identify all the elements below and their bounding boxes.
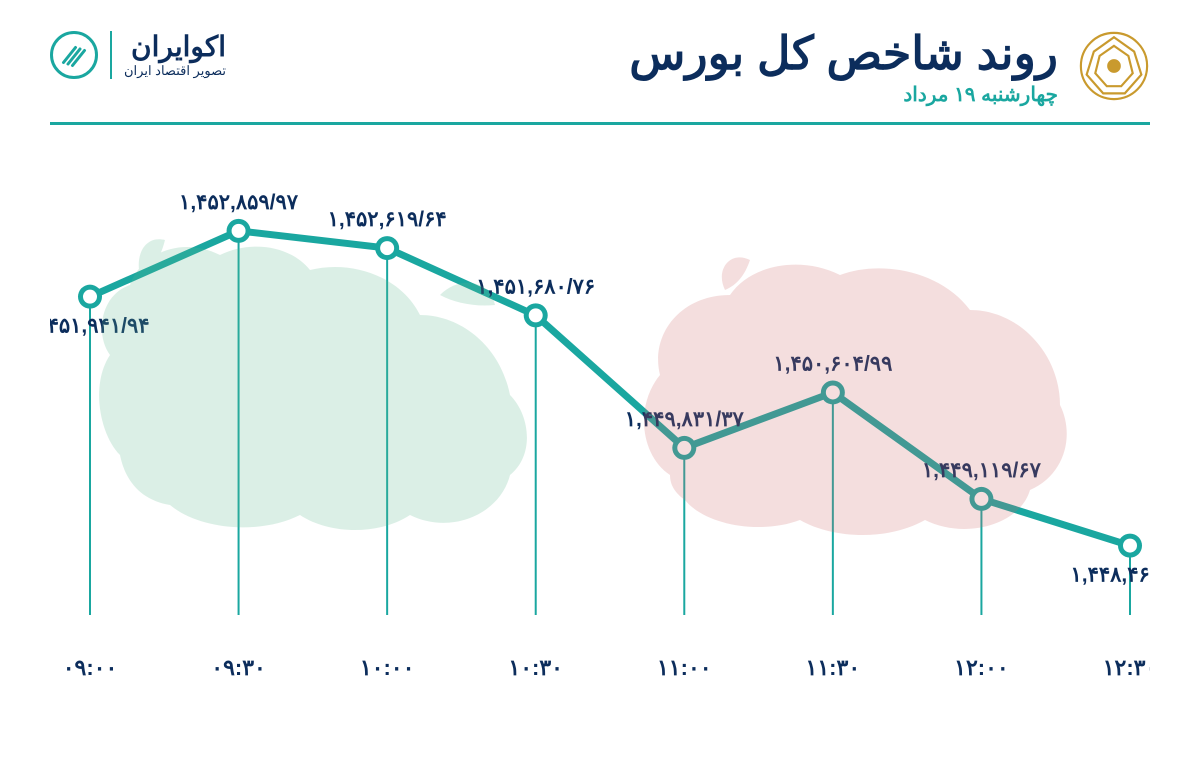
data-marker-inner bbox=[974, 492, 988, 506]
title-block: روند شاخص کل بورس چهارشنبه ۱۹ مرداد bbox=[629, 30, 1150, 107]
page-title: روند شاخص کل بورس bbox=[629, 30, 1058, 76]
x-axis-label: ۱۱:۰۰ bbox=[657, 655, 712, 680]
data-marker-inner bbox=[380, 241, 394, 255]
x-axis-label: ۱۰:۳۰ bbox=[508, 655, 563, 680]
chart-area: ۱,۴۵۱,۹۴۱/۹۴ ۰۹:۰۰ ۱,۴۵۲,۸۵۹/۹۷ ۰۹:۳۰ ۱,۴۵۲,… bbox=[50, 145, 1150, 705]
data-marker-inner bbox=[232, 224, 246, 238]
title-text: روند شاخص کل بورس چهارشنبه ۱۹ مرداد bbox=[629, 30, 1058, 107]
brand-divider bbox=[110, 31, 112, 79]
brand-mark-icon bbox=[50, 31, 98, 79]
point-label: ۱,۴۵۲,۸۵۹/۹۷ bbox=[179, 191, 299, 214]
brand-logo: اکوایران تصویر اقتصاد ایران bbox=[50, 30, 226, 79]
point-label: ۱,۴۵۱,۶۸۰/۷۶ bbox=[476, 275, 595, 298]
data-marker-inner bbox=[83, 290, 97, 304]
x-axis-label: ۱۱:۳۰ bbox=[806, 655, 861, 680]
page-subtitle: چهارشنبه ۱۹ مرداد bbox=[629, 82, 1058, 107]
data-marker-inner bbox=[826, 385, 840, 399]
x-axis-label: ۰۹:۰۰ bbox=[63, 655, 118, 680]
point-label: ۱,۴۴۹,۱۱۹/۶۷ bbox=[922, 459, 1042, 482]
brand-name: اکوایران bbox=[124, 30, 226, 63]
brand-tagline: تصویر اقتصاد ایران bbox=[124, 63, 226, 79]
x-axis-label: ۰۹:۳۰ bbox=[211, 655, 266, 680]
x-axis-label: ۱۲:۰۰ bbox=[954, 655, 1009, 680]
point-label: ۱,۴۵۱,۹۴۱/۹۴ bbox=[50, 315, 150, 338]
emblem-icon bbox=[1078, 30, 1150, 107]
x-axis-label: ۱۰:۰۰ bbox=[360, 655, 415, 680]
line-chart: ۱,۴۵۱,۹۴۱/۹۴ ۰۹:۰۰ ۱,۴۵۲,۸۵۹/۹۷ ۰۹:۳۰ ۱,۴۵۲,… bbox=[50, 145, 1150, 705]
data-marker-inner bbox=[1123, 539, 1137, 553]
point-label: ۱,۴۴۸,۴۶۸/۳۱ bbox=[1070, 564, 1150, 587]
x-axis-label: ۱۲:۳۰ bbox=[1103, 655, 1150, 680]
header: روند شاخص کل بورس چهارشنبه ۱۹ مرداد اکوا… bbox=[0, 0, 1200, 122]
header-rule bbox=[50, 122, 1150, 125]
point-label: ۱,۴۵۲,۶۱۹/۶۴ bbox=[328, 208, 447, 231]
point-label: ۱,۴۴۹,۸۳۱/۳۷ bbox=[625, 408, 745, 431]
point-label: ۱,۴۵۰,۶۰۴/۹۹ bbox=[773, 352, 892, 375]
data-marker-inner bbox=[529, 308, 543, 322]
data-marker-inner bbox=[677, 441, 691, 455]
